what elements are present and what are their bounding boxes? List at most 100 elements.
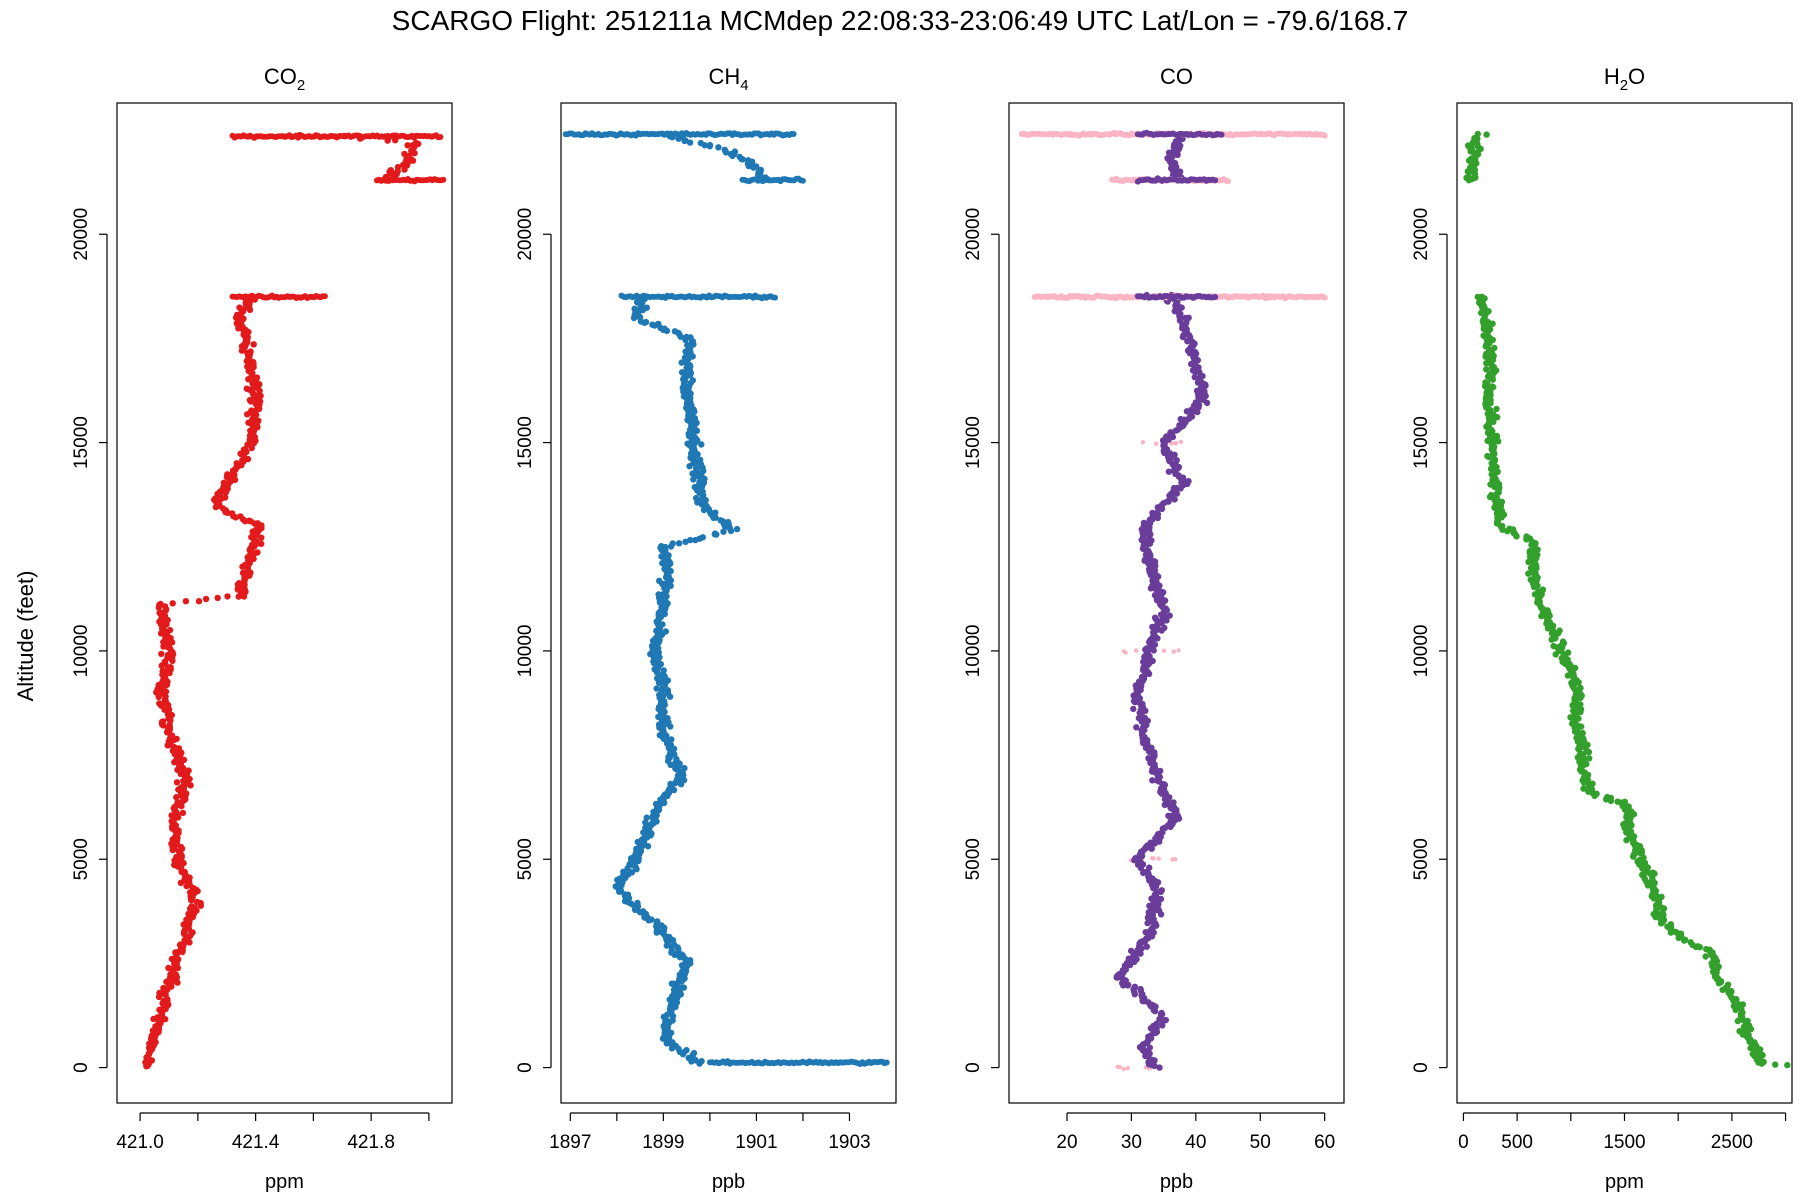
data-point xyxy=(1192,399,1200,406)
data-point xyxy=(1484,452,1491,460)
data-point xyxy=(1577,684,1584,692)
figure-title: SCARGO Flight: 251211a MCMdep 22:08:33-2… xyxy=(392,5,1409,36)
x-tick-label: 0 xyxy=(1458,1132,1469,1153)
data-point xyxy=(1784,1061,1791,1069)
data-point xyxy=(174,799,181,806)
data-points xyxy=(1018,129,1328,1072)
y-tick-label: 0 xyxy=(71,1062,92,1073)
data-point xyxy=(1523,533,1530,540)
data-point xyxy=(1165,468,1173,475)
y-tick-label: 0 xyxy=(515,1062,536,1073)
data-point xyxy=(1173,300,1180,307)
x-axis: 421.0 421.4 421.8 xyxy=(116,1112,430,1153)
data-point xyxy=(1170,484,1178,492)
data-point xyxy=(1157,767,1164,775)
data-point xyxy=(1493,405,1500,413)
data-point xyxy=(656,577,663,584)
data-point xyxy=(173,794,180,801)
data-point xyxy=(1123,650,1128,655)
x-tick-label: 20 xyxy=(1056,1132,1077,1153)
x-tick-label: 1899 xyxy=(642,1132,684,1153)
data-point xyxy=(772,294,778,301)
data-point xyxy=(1176,648,1181,653)
y-tick-label: 15000 xyxy=(71,416,92,469)
x-axis-label: ppm xyxy=(265,1171,304,1193)
data-point xyxy=(1703,946,1710,953)
data-point xyxy=(642,318,650,326)
data-point xyxy=(1640,854,1647,861)
x-tick-label: 30 xyxy=(1121,1132,1142,1153)
data-point xyxy=(678,369,686,376)
data-point xyxy=(643,814,650,821)
data-point xyxy=(692,494,700,502)
data-point xyxy=(653,685,660,692)
data-point xyxy=(1158,887,1166,894)
y-axis: 0 5000 10000 15000 20000 xyxy=(963,208,1000,1073)
plot-frame xyxy=(1456,102,1793,1104)
data-point xyxy=(1156,1064,1163,1071)
data-point xyxy=(222,494,229,501)
data-point xyxy=(680,374,688,381)
data-point xyxy=(202,595,210,603)
data-point xyxy=(628,869,636,876)
data-point xyxy=(1185,478,1192,485)
data-point xyxy=(687,536,694,544)
data-point xyxy=(248,407,255,414)
data-point xyxy=(1133,648,1139,653)
y-tick-label: 0 xyxy=(963,1062,984,1073)
data-point xyxy=(1125,1066,1131,1071)
data-point xyxy=(684,341,691,349)
data-point xyxy=(690,476,697,483)
data-point xyxy=(1166,612,1173,619)
data-point xyxy=(387,167,394,174)
x-axis-label: ppb xyxy=(1160,1171,1193,1193)
data-point xyxy=(699,534,706,541)
data-point xyxy=(158,650,165,658)
data-point xyxy=(680,984,688,991)
data-point xyxy=(883,1059,890,1066)
data-point xyxy=(683,333,690,341)
y-tick-label: 5000 xyxy=(963,838,984,880)
data-point xyxy=(1165,812,1172,819)
data-point xyxy=(1586,755,1593,762)
x-tick-label: 421.4 xyxy=(232,1132,280,1153)
data-point xyxy=(1154,441,1159,446)
data-point xyxy=(1577,706,1585,713)
data-point xyxy=(1465,173,1472,180)
panel-title: H2O xyxy=(1604,64,1645,94)
data-point xyxy=(243,385,250,392)
data-point xyxy=(392,137,399,144)
data-point xyxy=(1178,439,1184,445)
y-tick-label: 0 xyxy=(1411,1062,1432,1073)
data-point xyxy=(1140,440,1146,445)
data-point xyxy=(224,593,231,600)
data-point xyxy=(642,819,649,826)
data-point xyxy=(1489,383,1496,390)
y-tick-label: 20000 xyxy=(515,208,536,261)
data-point xyxy=(1146,902,1153,909)
data-point xyxy=(195,598,203,605)
data-point xyxy=(236,304,243,311)
data-point xyxy=(159,718,167,725)
data-point xyxy=(631,305,638,312)
plot-frame xyxy=(1008,102,1345,1104)
x-tick-label: 2500 xyxy=(1711,1132,1753,1153)
data-point xyxy=(404,142,411,149)
data-point xyxy=(173,779,181,786)
data-point xyxy=(247,348,254,355)
panel-title: CO2 xyxy=(264,64,305,94)
data-point xyxy=(669,1039,676,1046)
y-tick-label: 20000 xyxy=(1411,208,1432,261)
x-tick-label: 50 xyxy=(1250,1132,1271,1153)
data-point xyxy=(1139,700,1146,708)
data-point xyxy=(1724,981,1732,988)
data-point xyxy=(166,626,174,634)
data-point xyxy=(1464,142,1472,149)
x-tick-label: 421.0 xyxy=(116,1132,164,1153)
data-point xyxy=(437,134,444,140)
data-point xyxy=(1667,921,1675,928)
data-point xyxy=(1321,132,1328,139)
data-point xyxy=(1728,988,1735,995)
y-axis: 0 5000 10000 15000 20000 xyxy=(515,208,552,1073)
